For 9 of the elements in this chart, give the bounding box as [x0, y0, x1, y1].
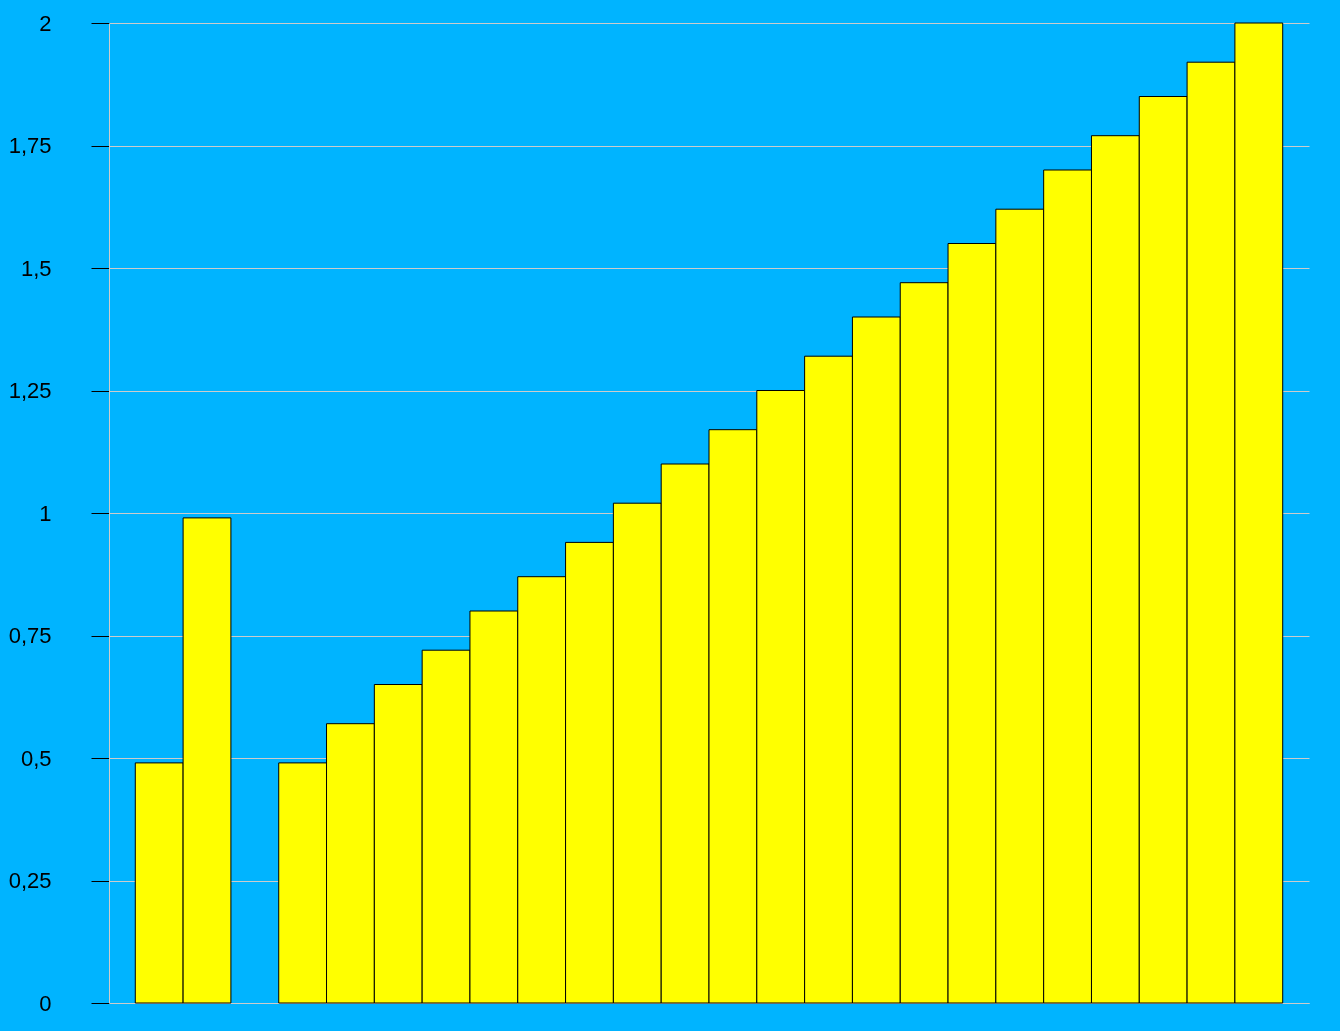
y-tick-label: 0 — [39, 990, 52, 1016]
y-tick-label: 1,75 — [8, 133, 52, 158]
y-tick-label: 1,5 — [20, 255, 52, 281]
y-tick-label: 1 — [39, 500, 52, 526]
y-tick-label: 0,75 — [8, 623, 52, 648]
y-tick-label: 0,25 — [8, 868, 52, 893]
y-tick-label: 0,5 — [20, 745, 52, 771]
y-tick-label: 1,25 — [8, 378, 52, 403]
y-tick-label: 2 — [39, 10, 52, 36]
